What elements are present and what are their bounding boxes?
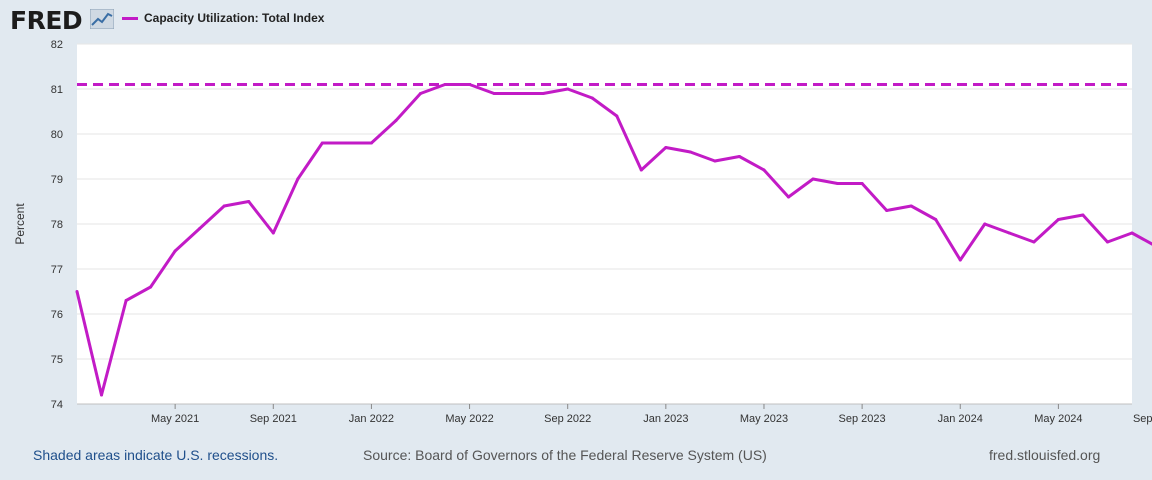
data-point: [958, 258, 962, 262]
data-point: [369, 141, 373, 145]
data-point: [909, 204, 913, 208]
data-point: [1130, 231, 1134, 235]
y-axis-label: Percent: [13, 203, 27, 245]
data-point: [222, 204, 226, 208]
fred-logo[interactable]: FRED: [10, 6, 83, 35]
data-point: [75, 290, 79, 293]
y-tick-label: 75: [51, 354, 63, 366]
data-point: [271, 231, 275, 235]
y-tick-label: 81: [51, 84, 63, 96]
data-point: [345, 141, 349, 145]
data-point: [860, 182, 864, 185]
x-tick-label: Jan 2022: [349, 413, 394, 425]
data-point: [664, 146, 668, 149]
legend-label: Capacity Utilization: Total Index: [144, 11, 325, 25]
recession-note: Shaded areas indicate U.S. recessions.: [33, 447, 279, 463]
data-point: [787, 195, 791, 199]
x-tick-label: Sep 2022: [544, 413, 591, 425]
data-point: [492, 92, 496, 95]
data-point: [100, 393, 104, 397]
data-point: [566, 87, 570, 91]
data-point: [836, 182, 840, 185]
data-point: [590, 96, 594, 100]
x-tick-label: Sep 2023: [839, 413, 886, 425]
data-point: [247, 200, 251, 203]
x-tick-label: Sep 2021: [250, 413, 297, 425]
data-point: [737, 155, 741, 158]
x-tick-label: May 2021: [151, 413, 199, 425]
chart-legend[interactable]: Capacity Utilization: Total Index: [122, 11, 324, 25]
site-link[interactable]: fred.stlouisfed.org: [989, 447, 1101, 463]
data-point: [149, 285, 153, 289]
data-point: [762, 168, 766, 172]
data-point: [1032, 240, 1036, 244]
data-point: [1007, 231, 1011, 235]
legend-swatch: [122, 16, 138, 20]
source-note: Source: Board of Governors of the Federa…: [363, 447, 767, 463]
data-point: [198, 227, 202, 230]
data-point: [394, 119, 398, 122]
x-tick-label: Jan 2023: [643, 413, 688, 425]
y-tick-label: 78: [51, 219, 63, 231]
data-point: [173, 249, 177, 253]
x-tick-label: May 2023: [740, 413, 788, 425]
line-chart[interactable]: 74 75 76 77 78 79 80 81 82 May 2021 Sep 2021 Jan 20…: [0, 0, 1152, 440]
data-point: [639, 168, 643, 172]
data-point: [713, 159, 717, 163]
y-tick-label: 74: [51, 399, 63, 411]
y-tick-label: 82: [51, 39, 63, 51]
data-point: [296, 177, 300, 181]
x-tick-label: Jan 2024: [938, 413, 983, 425]
data-point: [1081, 213, 1085, 217]
x-tick-label: May 2022: [445, 413, 493, 425]
data-point: [517, 92, 521, 95]
data-point: [124, 299, 128, 302]
data-point: [468, 83, 472, 86]
data-point: [418, 92, 422, 95]
data-point: [688, 150, 692, 154]
data-point: [885, 209, 889, 212]
data-point: [541, 92, 545, 95]
x-tick-label: Sep 2024: [1133, 413, 1152, 425]
data-point: [1105, 240, 1109, 244]
x-tick-label: May 2024: [1034, 413, 1082, 425]
y-tick-label: 79: [51, 174, 63, 186]
y-tick-label: 77: [51, 264, 63, 276]
chart-line-icon: [90, 9, 114, 29]
y-tick-label: 80: [51, 129, 63, 141]
data-point: [934, 218, 938, 221]
data-point: [615, 114, 619, 118]
data-point: [443, 83, 447, 86]
data-point: [811, 177, 815, 181]
data-point: [1056, 218, 1060, 221]
data-point: [983, 222, 987, 226]
y-tick-label: 76: [51, 309, 63, 321]
data-point: [320, 141, 324, 145]
